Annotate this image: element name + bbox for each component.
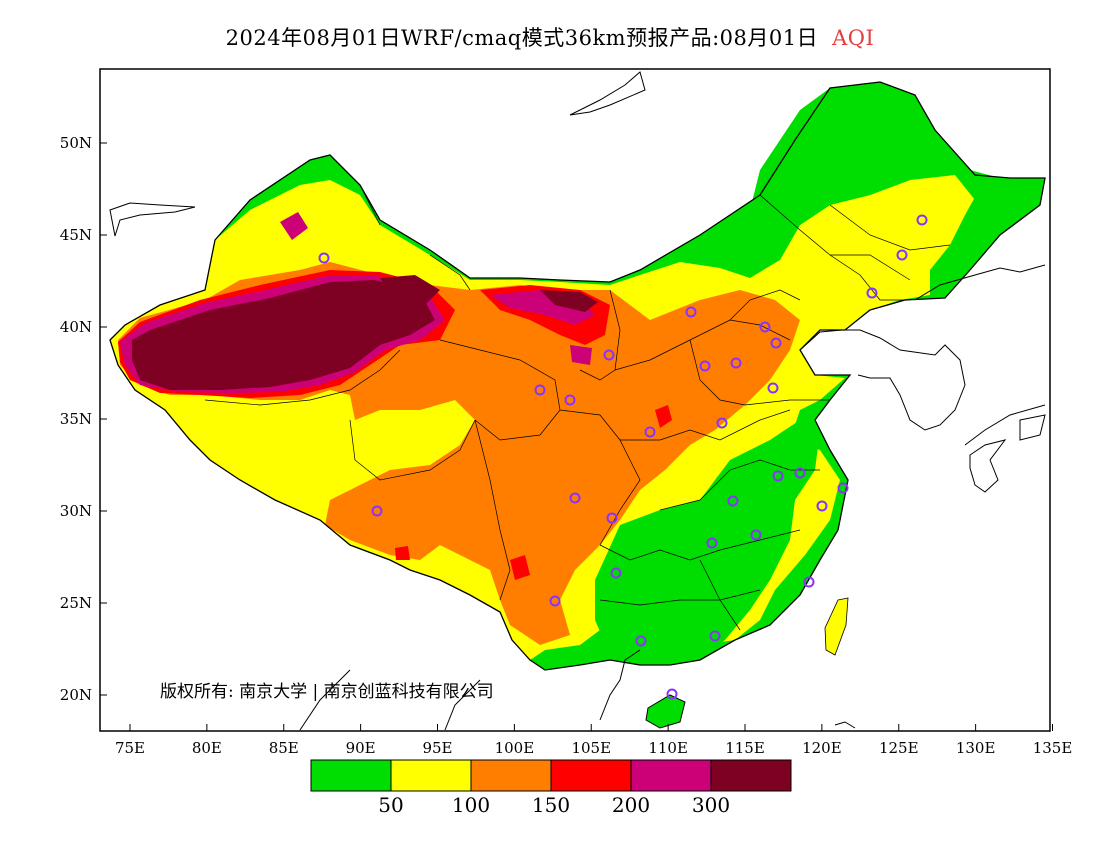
aqi-region-very-unhealthy-dzungaria: [280, 212, 308, 240]
colorbar-label: 300: [692, 793, 730, 817]
lon-label: 120E: [802, 739, 842, 757]
lon-label: 100E: [495, 739, 535, 757]
station-marker: [569, 492, 581, 504]
map-layers: [109, 71, 1046, 731]
station-marker: [727, 495, 739, 507]
aqi-region-unhealthy-patch-2: [510, 555, 530, 580]
lat-label: 30N: [60, 502, 92, 520]
lat-label: 25N: [60, 594, 92, 612]
taiwan-island: [824, 597, 849, 656]
station-marker: [709, 630, 721, 642]
station-marker: [644, 426, 656, 438]
station-marker: [666, 688, 678, 700]
colorbar-swatch: [550, 759, 632, 792]
station-marker: [564, 394, 576, 406]
lon-label: 75E: [115, 739, 145, 757]
station-marker: [603, 349, 615, 361]
station-marker: [816, 500, 828, 512]
aqi-region-hazardous: [132, 280, 435, 390]
station-marker: [685, 306, 697, 318]
station-marker: [371, 505, 383, 517]
colorbar-swatch: [710, 759, 792, 792]
station-marker: [896, 249, 908, 261]
colorbar-swatch: [310, 759, 392, 792]
aqi-region-hazardous-lop: [380, 275, 440, 305]
lon-label: 135E: [1033, 739, 1073, 757]
colorbar-label: 150: [532, 793, 570, 817]
station-marker: [772, 470, 784, 482]
aqi-region-unhealthy-patch-1: [655, 405, 672, 428]
provincial-borders: [204, 184, 951, 631]
china-national-boundary: [109, 81, 1046, 671]
lat-label: 50N: [60, 134, 92, 152]
aqi-region-very-unhealthy-qaidam: [570, 345, 592, 365]
lon-label: 95E: [422, 739, 452, 757]
lon-label: 110E: [648, 739, 688, 757]
station-marker: [635, 635, 647, 647]
lon-label: 80E: [192, 739, 222, 757]
station-marker: [750, 529, 762, 541]
product-label: AQI: [832, 26, 875, 50]
lat-label: 20N: [60, 686, 92, 704]
station-marker: [699, 360, 711, 372]
lat-label: 45N: [60, 226, 92, 244]
map-title: 2024年08月01日WRF/cmaq模式36km预报产品:08月01日 AQI: [0, 22, 1100, 52]
station-marker: [716, 417, 728, 429]
lon-label: 85E: [269, 739, 299, 757]
station-marker: [770, 337, 782, 349]
lon-label: 105E: [571, 739, 611, 757]
station-marker: [606, 512, 618, 524]
lon-label: 125E: [879, 739, 919, 757]
colorbar-swatch: [390, 759, 472, 792]
colorbar-label: 100: [452, 793, 490, 817]
map-axes: 50N 45N 40N 35N 30N 25N 20N 75E 80E 85E 90E 95E 100E…: [60, 134, 1073, 757]
station-marker: [837, 482, 849, 494]
aqi-region-hazardous-hexi: [540, 290, 598, 312]
station-marker: [794, 467, 806, 479]
aqi-region-good-northeast: [700, 82, 1045, 262]
station-marker: [759, 321, 771, 333]
station-marker: [549, 595, 561, 607]
station-marker: [803, 576, 815, 588]
lon-label: 90E: [346, 739, 376, 757]
station-marker: [610, 567, 622, 579]
station-marker: [534, 384, 546, 396]
lon-label: 115E: [725, 739, 765, 757]
map-frame: [99, 68, 1051, 732]
station-marker: [706, 537, 718, 549]
station-marker: [767, 382, 779, 394]
aqi-colorbar: 50 100 150 200 300: [310, 759, 792, 817]
colorbar-label: 200: [612, 793, 650, 817]
station-marker: [866, 287, 878, 299]
aqi-region-good-hainan: [646, 695, 685, 728]
coastlines: [109, 71, 1046, 731]
station-marker: [916, 214, 928, 226]
hainan-outline: [645, 694, 686, 729]
colorbar-swatch: [630, 759, 712, 792]
lat-label: 40N: [60, 318, 92, 336]
lon-label: 130E: [956, 739, 996, 757]
lat-label: 35N: [60, 410, 92, 428]
station-markers: [318, 214, 928, 700]
title-text: 2024年08月01日WRF/cmaq模式36km预报产品:08月01日: [225, 26, 819, 50]
copyright-text: 版权所有: 南京大学 | 南京创蓝科技有限公司: [160, 682, 494, 702]
aqi-region-unhealthy-patch-3: [395, 546, 410, 560]
colorbar-swatch: [470, 759, 552, 792]
colorbar-label: 50: [378, 793, 403, 817]
station-marker: [730, 357, 742, 369]
station-marker: [318, 252, 330, 264]
